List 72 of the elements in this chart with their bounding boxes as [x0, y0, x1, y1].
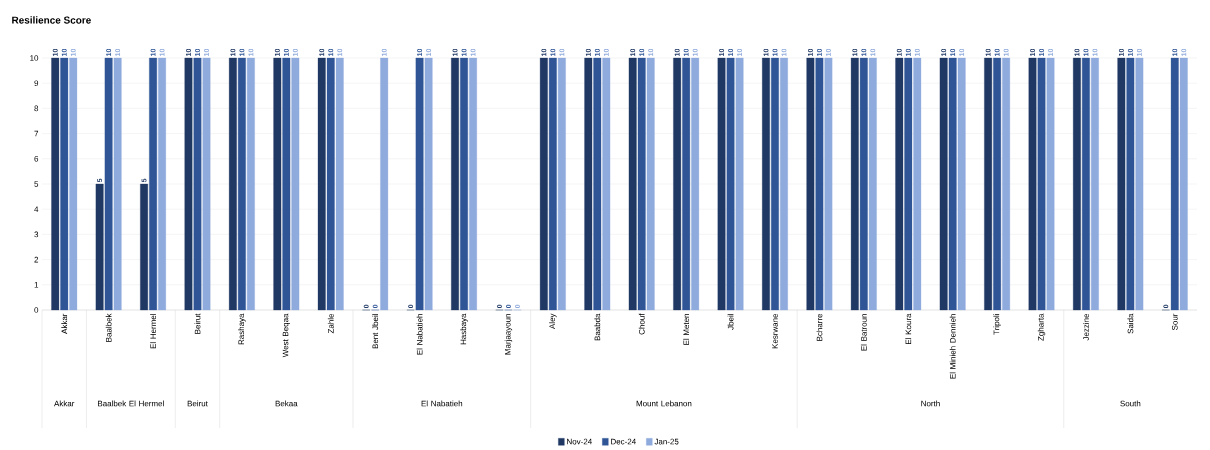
- bar: [548, 57, 557, 311]
- bar: [859, 57, 868, 311]
- bar: [913, 57, 922, 311]
- bar: [1117, 57, 1126, 311]
- bar: [415, 57, 424, 311]
- bar: [95, 183, 104, 311]
- bar: [273, 57, 282, 311]
- bar: [646, 57, 655, 311]
- bar: [113, 57, 122, 311]
- bar: [984, 57, 992, 311]
- bar: [380, 57, 389, 311]
- bar: [735, 57, 744, 311]
- bar: [1179, 57, 1188, 311]
- bar: [326, 57, 335, 311]
- bar: [539, 57, 548, 311]
- bar: [229, 57, 237, 311]
- bar: [1135, 57, 1144, 311]
- bar: [460, 57, 468, 311]
- bar: [1028, 57, 1037, 311]
- bar: [149, 57, 157, 311]
- bar: [850, 57, 859, 311]
- bar: [193, 57, 202, 311]
- bar: [628, 57, 637, 311]
- bar: [682, 57, 691, 311]
- bar: [717, 57, 726, 311]
- bar: [1046, 57, 1055, 311]
- bar: [202, 57, 211, 311]
- chart-title: Resilience Score: [12, 16, 91, 24]
- bar: [69, 57, 78, 311]
- bar: [1002, 57, 1010, 311]
- bar: [824, 57, 833, 311]
- bar: [140, 183, 148, 311]
- bar: [184, 57, 193, 311]
- bar: [602, 57, 611, 311]
- bar: [104, 57, 113, 311]
- bar: [282, 57, 291, 311]
- bar: [993, 57, 1001, 311]
- bar: [726, 57, 735, 311]
- bar: [1126, 57, 1135, 311]
- bar: [637, 57, 646, 311]
- bar: [584, 57, 593, 311]
- bar: [317, 57, 326, 311]
- bar: [948, 57, 957, 311]
- bar: [335, 57, 344, 311]
- bar: [1037, 57, 1046, 311]
- bar: [424, 57, 433, 311]
- bar: [868, 57, 877, 311]
- bar: [51, 57, 60, 311]
- bar: [593, 57, 602, 311]
- bar: [1082, 57, 1090, 311]
- bar: [673, 57, 682, 311]
- bar: [469, 57, 477, 311]
- bar: [451, 57, 459, 311]
- bar: [158, 57, 166, 311]
- bar: [1073, 57, 1081, 311]
- bar: [939, 57, 948, 311]
- bar: [691, 57, 700, 311]
- bar: [1091, 57, 1099, 311]
- bar: [238, 57, 246, 311]
- bar: [247, 57, 255, 311]
- bar: [291, 57, 300, 311]
- bar: [557, 57, 566, 311]
- bar: [895, 57, 904, 311]
- bar: [780, 57, 788, 311]
- bar: [815, 57, 824, 311]
- bar: [762, 57, 770, 311]
- bar: [904, 57, 913, 311]
- bar: [771, 57, 779, 311]
- bar: [60, 57, 69, 311]
- bar: [1170, 57, 1179, 311]
- bar: [806, 57, 815, 311]
- bar: [957, 57, 966, 311]
